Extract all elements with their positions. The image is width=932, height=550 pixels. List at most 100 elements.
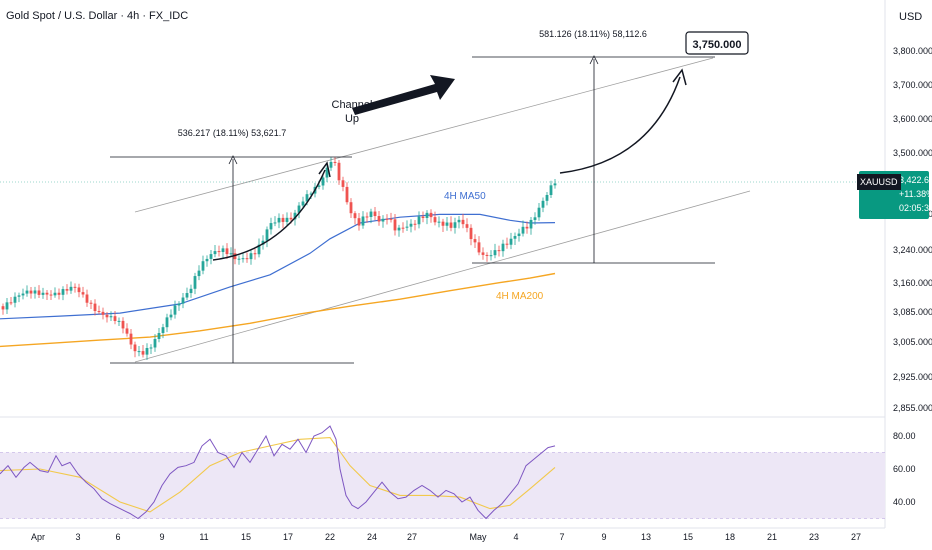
projection-arrow-left [212, 169, 326, 261]
candle-body [17, 295, 21, 297]
time-tick-label: 11 [199, 532, 208, 542]
candle-body [269, 223, 273, 230]
candle-body [389, 218, 393, 220]
time-tick-label: 3 [75, 532, 80, 542]
time-tick-label: 15 [683, 532, 693, 542]
candle-body [373, 211, 377, 217]
candle-body [381, 218, 385, 222]
rsi-tick-label: 80.00 [893, 431, 916, 441]
candle-body [393, 219, 397, 231]
time-tick-label: 4 [513, 532, 518, 542]
candle-body [197, 270, 201, 277]
candle-body [401, 227, 405, 229]
candle-body [149, 347, 153, 349]
ma50-label: 4H MA50 [444, 191, 486, 202]
candle-body [397, 227, 401, 231]
channel-label-line2: Up [345, 113, 359, 125]
candle-body [21, 293, 25, 296]
rsi-band [0, 452, 885, 519]
time-tick-label: 23 [809, 532, 819, 542]
candle-body [65, 289, 69, 291]
candle-body [45, 292, 49, 295]
price-tick-label: 3,700.000 [893, 80, 932, 90]
channel-upper-line [134, 57, 714, 213]
ma50-line [0, 213, 556, 320]
ma200-label: 4H MA200 [496, 291, 544, 302]
time-tick-label: 9 [159, 532, 164, 542]
target-box [685, 31, 749, 55]
symbol-tag: XAUUSD [857, 174, 901, 190]
candle-body [213, 251, 217, 255]
candle-body [305, 194, 309, 202]
candle-body [441, 221, 445, 226]
candle-body [181, 297, 185, 304]
candle-body [329, 161, 333, 168]
candle-body [469, 227, 473, 240]
time-tick-label: 22 [325, 532, 335, 542]
candle-body [289, 217, 293, 220]
projection-arrowhead-right [672, 68, 687, 86]
price-channel [0, 57, 885, 363]
candle-body [361, 216, 365, 226]
candle-body [169, 314, 173, 318]
candle-body [277, 217, 281, 223]
time-tick-label: 9 [601, 532, 606, 542]
moving-averages [0, 213, 556, 348]
time-tick-label: 27 [407, 532, 417, 542]
candle-body [465, 224, 469, 228]
candle-body [421, 216, 425, 218]
candle-body [501, 243, 505, 252]
target-label: 3,750.000 [693, 39, 742, 51]
candle-body [133, 344, 137, 352]
candle-body [221, 248, 225, 252]
candle-body [165, 317, 169, 328]
candle-body [429, 212, 433, 218]
candle-body [293, 212, 297, 220]
price-tick-label: 3,085.000 [893, 307, 932, 317]
candle-body [301, 201, 305, 206]
candle-body [273, 222, 277, 224]
candle-body [185, 293, 189, 298]
candle-body [505, 243, 509, 245]
candle-body [333, 161, 337, 163]
candle-body [461, 219, 465, 225]
candle-body [241, 258, 245, 260]
candle-body [109, 316, 113, 318]
candle-body [353, 213, 357, 219]
candle-body [9, 302, 13, 304]
candle-body [369, 211, 373, 217]
candle-body [521, 226, 525, 234]
candle-body [321, 177, 325, 186]
price-axis-currency[interactable]: USD [899, 11, 923, 23]
candle-body [249, 253, 253, 260]
candle-body [409, 223, 413, 227]
candle-body [325, 167, 329, 178]
candle-body [545, 194, 549, 201]
candle-body [177, 303, 181, 306]
candle-body [425, 212, 429, 218]
candle-body [153, 338, 157, 348]
candle-body [105, 314, 109, 318]
candle-body [549, 185, 553, 195]
candle-body [485, 254, 489, 256]
ma200-line [0, 272, 556, 348]
candle-body [341, 180, 345, 187]
candle-body [5, 302, 9, 310]
price-tick-label: 3,800.000 [893, 46, 932, 56]
price-tick-label: 2,925.000 [893, 372, 932, 382]
candle-body [121, 320, 125, 329]
rsi-pane [0, 425, 885, 520]
candle-body [225, 248, 229, 255]
trend-arrow [352, 75, 455, 115]
candle-body [193, 276, 197, 289]
candle-body [85, 294, 89, 303]
candle-body [509, 238, 513, 245]
candle-body [41, 292, 45, 295]
candle-body [145, 348, 149, 355]
candle-body [517, 233, 521, 237]
candle-body [481, 252, 485, 255]
candle-body [265, 229, 269, 241]
measure-right-label: 581.126 (18.11%) 58,112.6 [539, 29, 647, 39]
candle-body [541, 200, 545, 208]
